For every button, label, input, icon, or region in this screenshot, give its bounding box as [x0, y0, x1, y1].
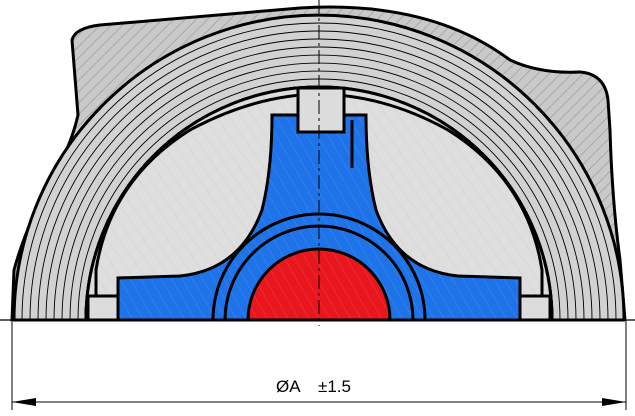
- top-key: [296, 86, 346, 134]
- dimension-arrow-left: [12, 398, 36, 406]
- tolerance-label: ±1.5: [318, 377, 351, 396]
- dimension-label: ØA: [276, 377, 301, 396]
- bore-outer: [211, 212, 427, 321]
- dimension-arrow-right: [602, 398, 626, 406]
